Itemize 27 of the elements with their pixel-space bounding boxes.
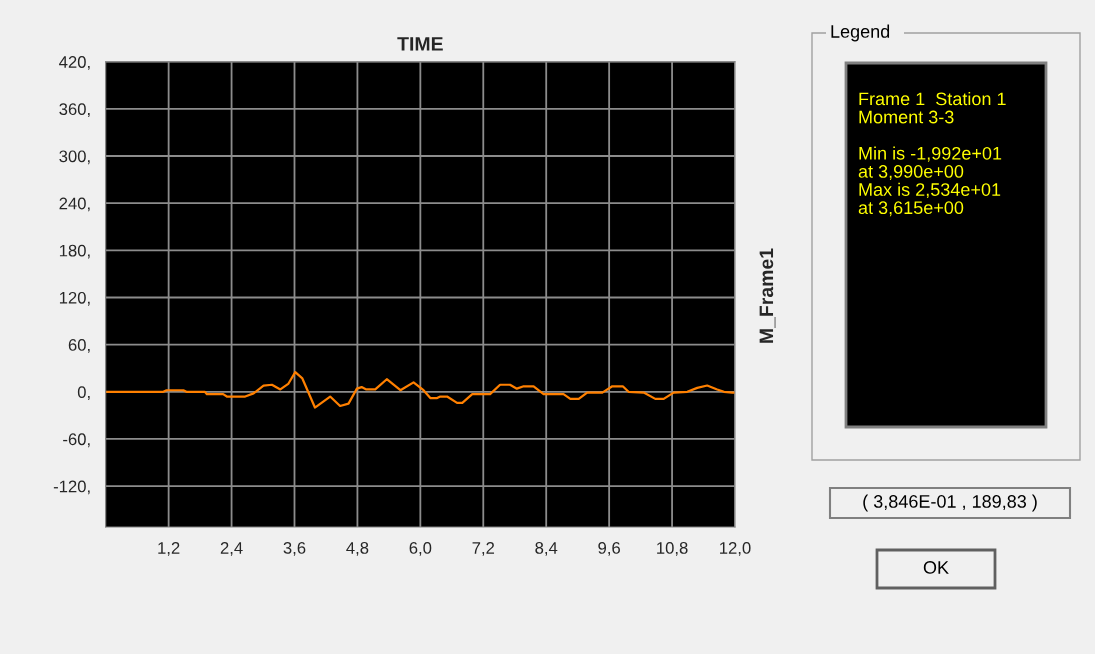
- y-tick-label: 360,: [59, 103, 90, 118]
- x-tick-label: 12,0: [720, 542, 751, 556]
- x-tick-label: 10,8: [657, 542, 688, 556]
- x-tick-label: 8,4: [535, 542, 558, 556]
- text: Frame 1 Station 1 Moment 3-3 Min is -1,992e+01 at 3,990e+00 Max is 2,534e+01 at 3,615e+00: [858, 92, 1006, 217]
- y-tick-label: 0,: [77, 386, 90, 400]
- y-tick-label: 60,: [68, 339, 90, 353]
- y-tick-label: 120,: [59, 291, 90, 306]
- y-tick-label: 180,: [59, 244, 90, 259]
- y-axis-title: M_Frame1: [759, 248, 776, 343]
- x-tick-label: 2,4: [220, 542, 243, 556]
- y-tick-label: -60,: [63, 433, 90, 448]
- line-series: [105, 371, 735, 409]
- x-tick-label: 1,2: [158, 542, 180, 556]
- y-tick-label: 420,: [59, 56, 90, 70]
- x-tick-label: 4,8: [346, 542, 369, 556]
- chart-title: TIME: [397, 37, 443, 51]
- text: Legend: [831, 24, 890, 42]
- text: ( 3,846E-01 , 189,83 ): [863, 494, 1037, 512]
- x-tick-label: 7,2: [472, 542, 495, 556]
- y-tick-label: 240,: [59, 197, 90, 212]
- x-tick-label: 3,6: [283, 542, 306, 556]
- x-tick-label: 6,0: [409, 542, 432, 556]
- x-tick-label: 9,6: [598, 542, 620, 556]
- text: OK: [923, 561, 949, 574]
- y-tick-label: 300,: [59, 150, 90, 165]
- y-tick-label: -120,: [53, 480, 90, 495]
